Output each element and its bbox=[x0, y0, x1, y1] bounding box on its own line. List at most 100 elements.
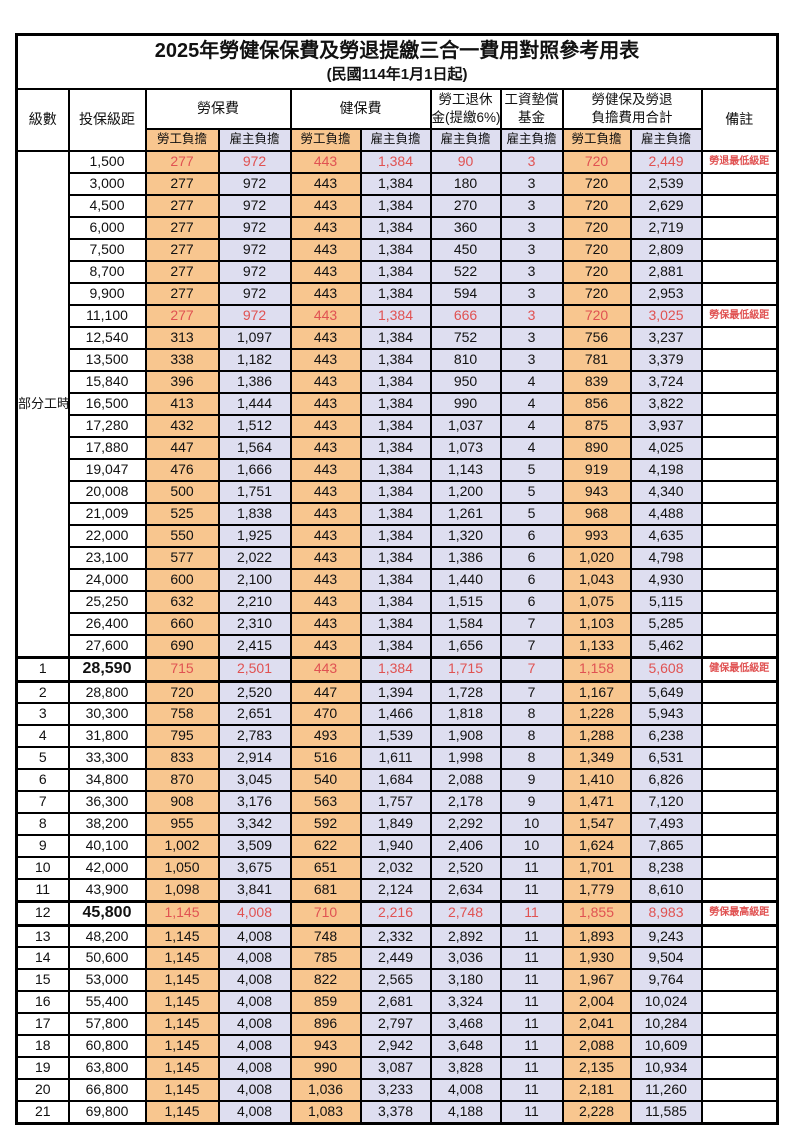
pension-employer-cell: 1,200 bbox=[429, 480, 502, 504]
note-cell: 勞保最低級距 bbox=[700, 304, 779, 328]
labor-employer-cell: 3,176 bbox=[217, 790, 292, 814]
health-employee-cell: 493 bbox=[289, 724, 362, 748]
health-employee-cell: 443 bbox=[289, 172, 362, 196]
wage-fund-employer-cell: 11 bbox=[499, 924, 564, 948]
health-employee-cell: 443 bbox=[289, 634, 362, 658]
health-employer-cell: 1,384 bbox=[359, 304, 432, 328]
total-employee-cell: 720 bbox=[561, 194, 632, 218]
total-employee-cell: 1,043 bbox=[561, 568, 632, 592]
table-row: 7 36,300 908 3,176 563 1,757 2,178 9 1,471 7,120 bbox=[15, 790, 779, 814]
total-employer-cell: 4,198 bbox=[629, 458, 703, 482]
health-employee-cell: 443 bbox=[289, 590, 362, 614]
total-employer-cell: 2,809 bbox=[629, 238, 703, 262]
labor-employer-cell: 4,008 bbox=[217, 924, 292, 948]
health-employee-cell: 443 bbox=[289, 392, 362, 416]
pension-employer-cell: 3,648 bbox=[429, 1034, 502, 1058]
pension-employer-cell: 990 bbox=[429, 392, 502, 416]
note-cell bbox=[700, 612, 779, 636]
page-title: 2025年勞健保保費及勞退提繳三合一費用對照參考用表 bbox=[154, 40, 640, 62]
labor-employer-cell: 2,310 bbox=[217, 612, 292, 636]
wage-fund-employer-cell: 11 bbox=[499, 1034, 564, 1058]
header-wage-fund-line1: 工資墊償 bbox=[504, 92, 559, 107]
level-cell: 13 bbox=[15, 924, 70, 948]
labor-employee-cell: 277 bbox=[144, 282, 220, 306]
header-pension-line2: 金(提繳6%) bbox=[431, 110, 501, 125]
total-employee-cell: 720 bbox=[561, 260, 632, 284]
level-cell: 5 bbox=[15, 746, 70, 770]
total-employer-cell: 2,953 bbox=[629, 282, 703, 306]
health-employee-cell: 443 bbox=[289, 414, 362, 438]
labor-employee-cell: 1,002 bbox=[144, 834, 220, 858]
health-employee-cell: 443 bbox=[289, 612, 362, 636]
total-employer-cell: 8,238 bbox=[629, 856, 703, 880]
labor-employee-cell: 1,098 bbox=[144, 878, 220, 902]
total-employee-cell: 993 bbox=[561, 524, 632, 548]
pension-employer-cell: 1,515 bbox=[429, 590, 502, 614]
total-employee-cell: 720 bbox=[561, 282, 632, 306]
note-cell bbox=[700, 172, 779, 196]
total-employer-cell: 5,943 bbox=[629, 702, 703, 726]
total-employer-cell: 2,629 bbox=[629, 194, 703, 218]
wage-fund-employer-cell: 6 bbox=[499, 524, 564, 548]
table-body: 部分工時 1,500 277 972 443 1,384 90 3 720 2,449 勞退最低級距… bbox=[15, 150, 779, 1124]
total-employer-cell: 6,238 bbox=[629, 724, 703, 748]
header-labor-insurance: 勞保費 bbox=[144, 88, 292, 130]
labor-employer-cell: 1,751 bbox=[217, 480, 292, 504]
total-employee-cell: 756 bbox=[561, 326, 632, 350]
note-cell bbox=[700, 524, 779, 548]
bracket-cell: 8,700 bbox=[67, 260, 147, 284]
labor-employer-cell: 1,564 bbox=[217, 436, 292, 460]
total-employee-cell: 1,288 bbox=[561, 724, 632, 748]
bracket-cell: 13,500 bbox=[67, 348, 147, 372]
wage-fund-employer-cell: 10 bbox=[499, 812, 564, 836]
pension-employer-cell: 1,656 bbox=[429, 634, 502, 658]
labor-employee-cell: 396 bbox=[144, 370, 220, 394]
bracket-cell: 26,400 bbox=[67, 612, 147, 636]
total-employer-cell: 4,488 bbox=[629, 502, 703, 526]
health-employer-cell: 1,384 bbox=[359, 414, 432, 438]
health-employer-cell: 1,384 bbox=[359, 282, 432, 306]
total-employee-cell: 2,088 bbox=[561, 1034, 632, 1058]
health-employer-cell: 1,384 bbox=[359, 216, 432, 240]
labor-employer-cell: 4,008 bbox=[217, 968, 292, 992]
labor-employee-cell: 690 bbox=[144, 634, 220, 658]
pension-employer-cell: 2,892 bbox=[429, 924, 502, 948]
health-employee-cell: 710 bbox=[289, 899, 362, 927]
table-row: 15,840 396 1,386 443 1,384 950 4 839 3,724 bbox=[17, 370, 779, 394]
pension-employer-cell: 594 bbox=[429, 282, 502, 306]
labor-employer-cell: 1,182 bbox=[217, 348, 292, 372]
table-row: 1 28,590 715 2,501 443 1,384 1,715 7 1,158 5,608 健… bbox=[15, 655, 779, 683]
total-employee-cell: 968 bbox=[561, 502, 632, 526]
total-employee-cell: 1,893 bbox=[561, 924, 632, 948]
health-employer-cell: 1,384 bbox=[359, 172, 432, 196]
table-row: 26,400 660 2,310 443 1,384 1,584 7 1,103 5,285 bbox=[17, 612, 779, 636]
note-cell bbox=[700, 326, 779, 350]
wage-fund-employer-cell: 3 bbox=[499, 216, 564, 240]
health-employer-cell: 2,449 bbox=[359, 946, 432, 970]
total-employee-cell: 720 bbox=[561, 150, 632, 174]
health-employer-cell: 1,384 bbox=[359, 194, 432, 218]
total-employer-cell: 7,120 bbox=[629, 790, 703, 814]
bracket-cell: 19,047 bbox=[67, 458, 147, 482]
health-employer-cell: 1,757 bbox=[359, 790, 432, 814]
total-employer-cell: 10,284 bbox=[629, 1012, 703, 1036]
header-total-line2: 負擔費用合計 bbox=[591, 110, 673, 125]
total-employee-cell: 1,410 bbox=[561, 768, 632, 792]
bracket-cell: 38,200 bbox=[67, 812, 147, 836]
note-cell bbox=[700, 348, 779, 372]
pension-employer-cell: 90 bbox=[429, 150, 502, 174]
pension-employer-cell: 1,818 bbox=[429, 702, 502, 726]
table-row: 9 40,100 1,002 3,509 622 1,940 2,406 10 1,624 7,8… bbox=[15, 834, 779, 858]
pension-employer-cell: 4,008 bbox=[429, 1078, 502, 1102]
health-employer-cell: 1,466 bbox=[359, 702, 432, 726]
table-row: 18 60,800 1,145 4,008 943 2,942 3,648 11 2,088 10… bbox=[15, 1034, 779, 1058]
table-row: 21,009 525 1,838 443 1,384 1,261 5 968 4,488 bbox=[17, 502, 779, 526]
labor-employee-cell: 313 bbox=[144, 326, 220, 350]
total-employer-cell: 11,260 bbox=[629, 1078, 703, 1102]
labor-employer-cell: 972 bbox=[217, 150, 292, 174]
bracket-cell: 4,500 bbox=[67, 194, 147, 218]
wage-fund-employer-cell: 11 bbox=[499, 878, 564, 902]
note-cell bbox=[700, 436, 779, 460]
health-employer-cell: 2,124 bbox=[359, 878, 432, 902]
bracket-cell: 36,300 bbox=[67, 790, 147, 814]
